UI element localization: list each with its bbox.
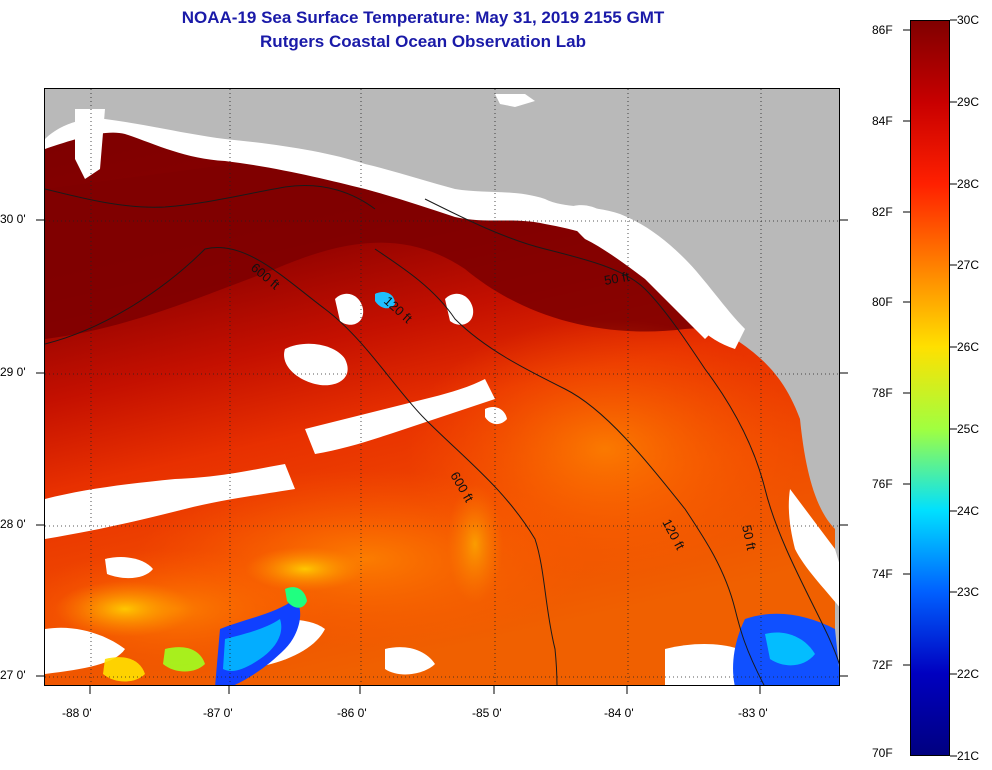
contour-50ft [424, 198, 839, 665]
colorbar-c-label: 29C [957, 95, 980, 109]
colorbar-c-label: 22C [957, 667, 980, 681]
colorbar-f-label: 76F [872, 477, 893, 491]
sst-map: 600 ft 120 ft 50 ft 600 ft 120 ft 50 ft [44, 88, 840, 686]
contour-600ft-north [45, 185, 376, 210]
cool-water-region [103, 292, 839, 685]
sst-map-canvas: 600 ft 120 ft 50 ft 600 ft 120 ft 50 ft [45, 89, 839, 685]
colorbar-f-label: 74F [872, 567, 893, 581]
coastal-land [565, 205, 715, 339]
colorbar-f-label: 86F [872, 23, 893, 37]
lon-label: -86 0' [337, 706, 367, 720]
colorbar-c-label: 27C [957, 258, 980, 272]
colorbar-c-label: 24C [957, 504, 980, 518]
colorbar-f-label: 80F [872, 295, 893, 309]
temperature-colorbar [910, 20, 950, 756]
map-subtitle: Rutgers Coastal Ocean Observation Lab [260, 32, 586, 51]
cool-patch [245, 547, 365, 591]
colorbar-c-label: 23C [957, 585, 980, 599]
colorbar-c-label: 21C [957, 749, 980, 763]
colorbar-f-label: 78F [872, 386, 893, 400]
contour-label-50ft: 50 ft [603, 269, 631, 288]
coastal-land [788, 489, 839, 607]
coastal-land [495, 94, 535, 107]
coastal-land [75, 109, 105, 179]
colorbar-f-label: 82F [872, 205, 893, 219]
lon-label: -88 0' [62, 706, 92, 720]
map-title: NOAA-19 Sea Surface Temperature: May 31,… [181, 8, 665, 27]
lon-label: -87 0' [203, 706, 233, 720]
contour-label-50ft: 50 ft [739, 524, 759, 552]
lon-label: -85 0' [472, 706, 502, 720]
colorbar-c-label: 30C [957, 13, 980, 27]
lon-label: -84 0' [604, 706, 634, 720]
graticule [45, 89, 839, 685]
lat-label: 27 0' [0, 668, 26, 682]
lat-label: 29 0' [0, 365, 26, 379]
colorbar-f-label: 72F [872, 658, 893, 672]
contour-600ft [45, 247, 558, 685]
colorbar-c-label: 25C [957, 422, 980, 436]
colorbar-c-label: 28C [957, 177, 980, 191]
lat-label: 30 0' [0, 212, 26, 226]
cool-patch [55, 581, 195, 637]
colorbar-f-label: 70F [872, 746, 893, 760]
colorbar-c-label: 26C [957, 340, 980, 354]
lon-label: -83 0' [738, 706, 768, 720]
lat-label: 28 0' [0, 517, 26, 531]
cool-patch [447, 484, 503, 604]
colorbar-f-label: 84F [872, 114, 893, 128]
contour-120ft [374, 248, 765, 685]
bathymetry-contours [45, 185, 839, 685]
